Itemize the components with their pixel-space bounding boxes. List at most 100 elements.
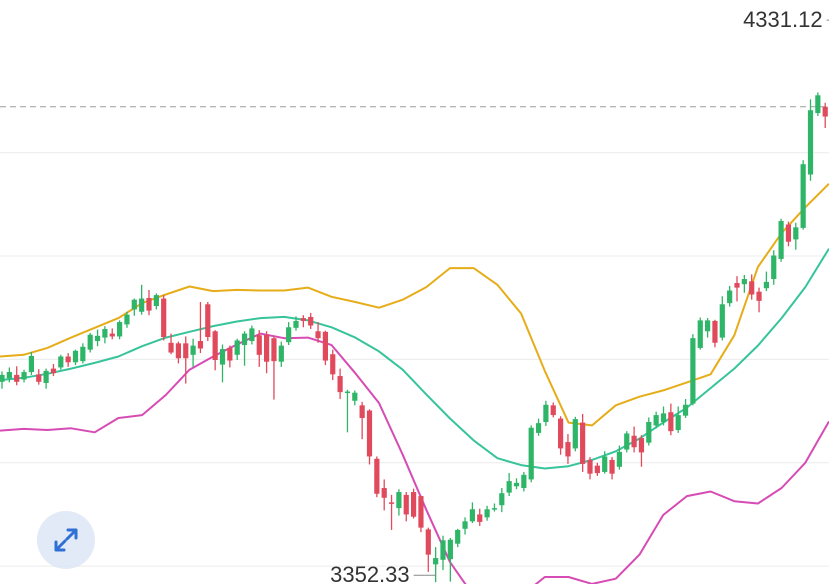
candle-body (175, 343, 181, 359)
candle-body (21, 372, 27, 380)
candle (14, 366, 20, 386)
low-price-label: 3352.33 (330, 562, 410, 584)
candle-body (594, 465, 600, 474)
candle-body (117, 322, 123, 337)
candle (403, 492, 409, 522)
candle (521, 471, 527, 492)
candle (749, 274, 755, 300)
candle-body (822, 106, 828, 117)
candle-body (727, 290, 733, 304)
candle-body (558, 418, 564, 449)
candle-body (50, 368, 57, 374)
candle-body (535, 423, 542, 433)
candle-body (469, 509, 475, 522)
candle-body (293, 320, 299, 328)
candle-body (197, 341, 204, 349)
candle (580, 413, 586, 472)
candle (190, 338, 196, 367)
candle (793, 222, 799, 250)
candle-body (477, 514, 483, 522)
bollinger-bands (0, 182, 829, 584)
expand-button[interactable] (37, 511, 95, 569)
candle (631, 426, 637, 453)
candle (80, 343, 86, 364)
candle-body (161, 298, 167, 338)
candle (286, 322, 292, 346)
candle (43, 368, 49, 389)
candle (462, 517, 468, 535)
candle-body (168, 342, 174, 353)
candle (153, 293, 159, 310)
candle-body (139, 298, 145, 312)
candle (205, 301, 211, 342)
candle-body (190, 345, 196, 355)
candle (690, 334, 696, 406)
candle-body (638, 438, 645, 453)
candle-body (763, 281, 769, 289)
candle-body (602, 456, 608, 472)
candle-body (381, 488, 387, 498)
candle-body (36, 374, 42, 382)
candle (241, 331, 248, 366)
candle (425, 527, 431, 572)
candle-body (455, 529, 461, 544)
candle (734, 276, 740, 302)
candle-body (425, 529, 431, 555)
candle-body (499, 493, 505, 506)
candle (374, 456, 380, 498)
candle-body (734, 283, 740, 288)
candle (455, 528, 461, 548)
candle-body (462, 521, 468, 529)
candle (139, 284, 145, 315)
candle-body (94, 335, 101, 342)
candle-body (418, 496, 424, 528)
candle (815, 92, 821, 116)
candle (94, 329, 101, 347)
candle-body (146, 297, 152, 311)
candle-body (183, 343, 189, 359)
candle (675, 406, 681, 433)
candle (381, 479, 387, 511)
candle (727, 285, 733, 307)
candle (807, 99, 814, 181)
candle-body (749, 281, 755, 295)
candle-body (256, 335, 262, 355)
candle (234, 338, 240, 360)
candle (682, 399, 689, 418)
candle (763, 271, 769, 292)
candle-body (271, 338, 277, 362)
candle (411, 488, 417, 519)
candle (219, 344, 226, 383)
candle-body (631, 435, 637, 448)
candle (330, 349, 336, 381)
candle-body (785, 224, 792, 242)
candle-body (315, 331, 321, 339)
candle (528, 425, 534, 483)
candle (322, 330, 328, 366)
candle-body (491, 508, 498, 510)
candle-body (756, 291, 762, 301)
candle-body (359, 405, 365, 418)
candle (741, 275, 747, 293)
candle (212, 330, 218, 371)
candle (506, 473, 512, 497)
candle-body (653, 415, 659, 426)
candle (131, 298, 137, 316)
candle (197, 301, 204, 354)
candle-body (58, 356, 64, 368)
candle (315, 322, 321, 343)
candle (668, 403, 674, 436)
candle (558, 416, 564, 455)
candle-body (330, 354, 336, 375)
candle (535, 418, 542, 436)
candle (550, 402, 556, 418)
high-price-label: 4331.12 (743, 7, 823, 32)
candle-body (440, 540, 446, 560)
candle-body (6, 372, 12, 379)
candle-body (0, 374, 5, 382)
candle (609, 457, 615, 480)
candle (616, 445, 622, 470)
candle (102, 326, 108, 344)
candle-body (543, 404, 549, 422)
candle-body (286, 327, 292, 343)
